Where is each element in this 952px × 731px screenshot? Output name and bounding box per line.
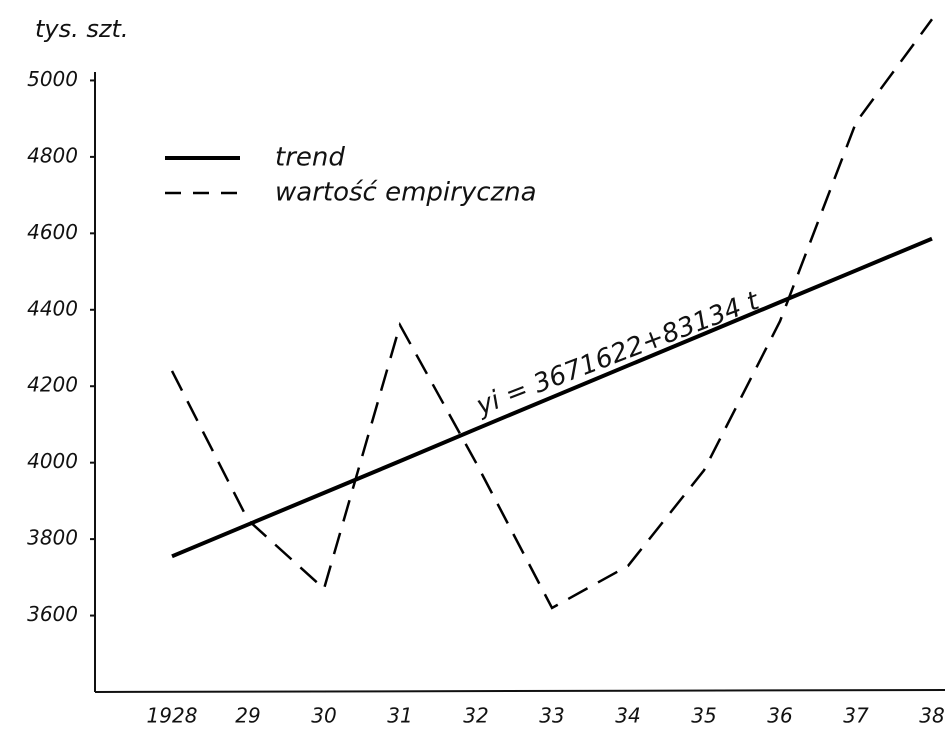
x-tick-label: 31 — [387, 704, 412, 728]
legend-label: trend — [275, 143, 345, 173]
y-tick-label: 5000 — [27, 67, 78, 91]
data-line — [170, 18, 934, 610]
x-tick-label: 38 — [919, 704, 944, 728]
x-tick-label: 34 — [615, 704, 640, 728]
x-tick-label: 33 — [539, 704, 564, 728]
legend-label: wartość empiryczna — [275, 178, 537, 208]
y-tick-label: 3600 — [27, 602, 78, 626]
y-tick-label: 4800 — [27, 143, 78, 167]
x-tick-label: 37 — [843, 704, 869, 728]
y-tick-label: 3800 — [27, 526, 78, 550]
x-tick-label: 35 — [691, 704, 716, 728]
y-axis-label: tys. szt. — [35, 15, 129, 43]
data-line — [171, 236, 933, 559]
y-tick-label: 4200 — [27, 373, 78, 397]
x-tick-label: 30 — [311, 704, 336, 728]
x-tick-label: 32 — [463, 704, 488, 728]
y-tick-label: 4600 — [27, 220, 78, 244]
y-tick-label: 4000 — [27, 449, 78, 473]
x-tick-label: 36 — [767, 704, 792, 728]
x-tick-label: 29 — [235, 704, 260, 728]
y-tick-label: 4400 — [27, 296, 78, 320]
trend-equation: yi = 3671622+83134 t — [472, 286, 764, 422]
x-tick-label: 1928 — [147, 704, 198, 728]
x-axis — [94, 689, 946, 693]
